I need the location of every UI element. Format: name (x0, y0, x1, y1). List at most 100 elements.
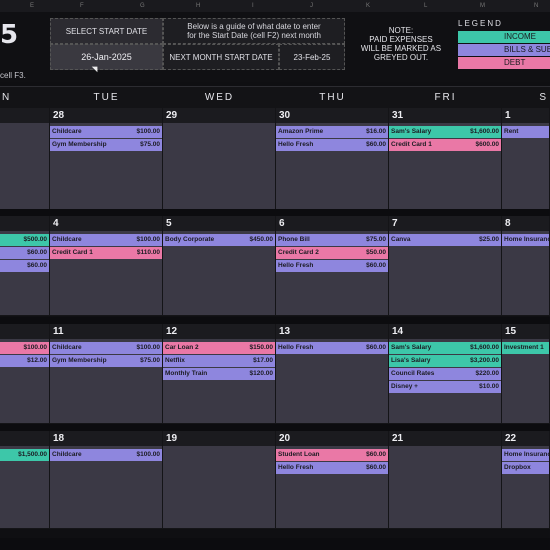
expense-name: Sam's Salary (391, 344, 432, 351)
day-cell[interactable]: 8 Home Insurance (502, 216, 550, 316)
expense-entry[interactable]: Monthly Train $120.00 (163, 368, 275, 380)
expense-entry[interactable]: $12.00 (0, 355, 49, 367)
expense-entry[interactable]: Childcare $100.00 (50, 126, 162, 138)
column-letter[interactable]: K (366, 3, 371, 9)
day-cell[interactable]: 15 Investment 1 (502, 324, 550, 424)
start-date-field[interactable]: 26-Jan-2025 (50, 44, 163, 70)
day-cell[interactable]: $100.00 $12.00 (0, 324, 50, 424)
expense-name: Disney + (391, 383, 418, 390)
expense-entry[interactable]: $500.00 (0, 234, 49, 246)
expense-name: Body Corporate (165, 236, 215, 243)
day-cell[interactable]: 14 Sam's Salary $1,600.00 Lisa's Salary $3,2… (389, 324, 502, 424)
expense-entry[interactable]: Gym Membership $75.00 (50, 139, 162, 151)
column-letter[interactable]: N (534, 3, 539, 9)
day-cell[interactable]: 20 Student Loan $60.00 Hello Fresh $60.00 (276, 431, 389, 529)
expense-name: Childcare (52, 128, 82, 135)
select-start-date-label: SELECT START DATE (50, 18, 163, 44)
expense-entry[interactable]: Netflix $17.00 (163, 355, 275, 367)
column-letter[interactable]: L (424, 3, 428, 9)
day-cell[interactable]: 30 Amazon Prime $16.00 Hello Fresh $60.00 (276, 108, 389, 217)
column-letter[interactable]: F (80, 3, 84, 9)
expense-entry[interactable]: $60.00 (0, 260, 49, 272)
day-cell[interactable]: 5 Body Corporate $450.00 (163, 216, 276, 316)
day-cell[interactable]: 18 Childcare $100.00 (50, 431, 163, 529)
expense-entry[interactable]: Body Corporate $450.00 (163, 234, 275, 246)
expense-entry[interactable]: Hello Fresh $60.00 (276, 462, 388, 474)
expense-amount: $1,600.00 (470, 344, 499, 351)
expense-name: Childcare (52, 451, 82, 458)
expense-entry[interactable]: Rent (502, 126, 549, 138)
day-cell[interactable]: 31 Sam's Salary $1,600.00 Credit Card 1 $600… (389, 108, 502, 217)
day-cell[interactable]: $1,500.00 (0, 431, 50, 529)
next-month-label: NEXT MONTH START DATE (163, 44, 279, 70)
expense-amount: $120.00 (249, 370, 274, 377)
day-cell[interactable]: 13 Hello Fresh $60.00 (276, 324, 389, 424)
expense-entry[interactable]: Student Loan $60.00 (276, 449, 388, 461)
day-cell[interactable]: 28 Childcare $100.00 Gym Membership $75.00 (50, 108, 163, 217)
day-number: 22 (502, 431, 549, 446)
day-cell[interactable]: 4 Childcare $100.00 Credit Card 1 $110.00 (50, 216, 163, 316)
expense-entry[interactable]: Dropbox (502, 462, 549, 474)
expense-entry[interactable]: Amazon Prime $16.00 (276, 126, 388, 138)
weekday-label: N (2, 92, 12, 103)
expense-entry[interactable]: Car Loan 2 $150.00 (163, 342, 275, 354)
expense-entry[interactable]: Hello Fresh $60.00 (276, 139, 388, 151)
column-letter[interactable]: M (480, 3, 485, 9)
expense-amount: $1,500.00 (18, 451, 47, 458)
column-letter[interactable]: G (140, 3, 145, 9)
day-number: 13 (276, 324, 388, 339)
expense-entry[interactable]: Credit Card 2 $50.00 (276, 247, 388, 259)
column-letter[interactable]: J (310, 3, 313, 9)
expense-entry[interactable]: Credit Card 1 $600.00 (389, 139, 501, 151)
column-letter[interactable]: I (252, 3, 254, 9)
expense-name: Hello Fresh (278, 464, 314, 471)
expense-entry[interactable]: Childcare $100.00 (50, 234, 162, 246)
day-cell[interactable]: 12 Car Loan 2 $150.00 Netflix $17.00 Monthly … (163, 324, 276, 424)
expense-entry[interactable]: Home Insurance (502, 234, 549, 246)
day-cell[interactable]: 1 Rent (502, 108, 550, 217)
next-month-date[interactable]: 23-Feb-25 (279, 44, 345, 70)
expense-entry[interactable]: Credit Card 1 $110.00 (50, 247, 162, 259)
day-number: 29 (163, 108, 275, 123)
expense-entry[interactable]: Hello Fresh $60.00 (276, 260, 388, 272)
expense-amount: $10.00 (479, 383, 499, 390)
expense-name: Council Rates (391, 370, 435, 377)
day-cell[interactable]: 21 (389, 431, 502, 529)
day-number (0, 324, 49, 339)
day-cell[interactable]: 7 Canva $25.00 (389, 216, 502, 316)
day-cell[interactable] (0, 108, 50, 217)
expense-entry[interactable]: Canva $25.00 (389, 234, 501, 246)
expense-entry[interactable]: Council Rates $220.00 (389, 368, 501, 380)
expense-name: Dropbox (504, 464, 531, 471)
expense-entry[interactable]: Sam's Salary $1,600.00 (389, 126, 501, 138)
expense-entry[interactable]: Phone Bill $75.00 (276, 234, 388, 246)
expense-amount: $25.00 (479, 236, 499, 243)
day-cell[interactable]: 11 Childcare $100.00 Gym Membership $75.00 (50, 324, 163, 424)
day-cell[interactable]: 6 Phone Bill $75.00 Credit Card 2 $50.00 Hell… (276, 216, 389, 316)
expense-entry[interactable]: Sam's Salary $1,600.00 (389, 342, 501, 354)
day-cell[interactable]: 19 (163, 431, 276, 529)
expense-entry[interactable]: Childcare $100.00 (50, 342, 162, 354)
expense-amount: $12.00 (27, 357, 47, 364)
expense-entry[interactable]: $1,500.00 (0, 449, 49, 461)
expense-entry[interactable]: Investment 1 (502, 342, 549, 354)
expense-name: Lisa's Salary (391, 357, 431, 364)
day-cell[interactable]: $500.00 $60.00 $60.00 (0, 216, 50, 316)
column-letter[interactable]: H (196, 3, 201, 9)
day-cell[interactable]: 29 (163, 108, 276, 217)
expense-entry[interactable]: Gym Membership $75.00 (50, 355, 162, 367)
expense-entry[interactable]: Home Insurance (502, 449, 549, 461)
expense-entry[interactable]: Disney + $10.00 (389, 381, 501, 393)
expense-entry[interactable]: Hello Fresh $60.00 (276, 342, 388, 354)
expense-name: Hello Fresh (278, 141, 314, 148)
expense-entry[interactable]: $100.00 (0, 342, 49, 354)
day-cell[interactable]: 22 Home Insurance Dropbox (502, 431, 550, 529)
expense-amount: $16.00 (366, 128, 386, 135)
expense-entry[interactable]: Childcare $100.00 (50, 449, 162, 461)
column-letter[interactable]: E (30, 3, 35, 9)
day-number (0, 216, 49, 231)
expense-entry[interactable]: Lisa's Salary $3,200.00 (389, 355, 501, 367)
expense-amount: $100.00 (136, 236, 161, 243)
expense-name: Credit Card 2 (278, 249, 319, 256)
expense-entry[interactable]: $60.00 (0, 247, 49, 259)
